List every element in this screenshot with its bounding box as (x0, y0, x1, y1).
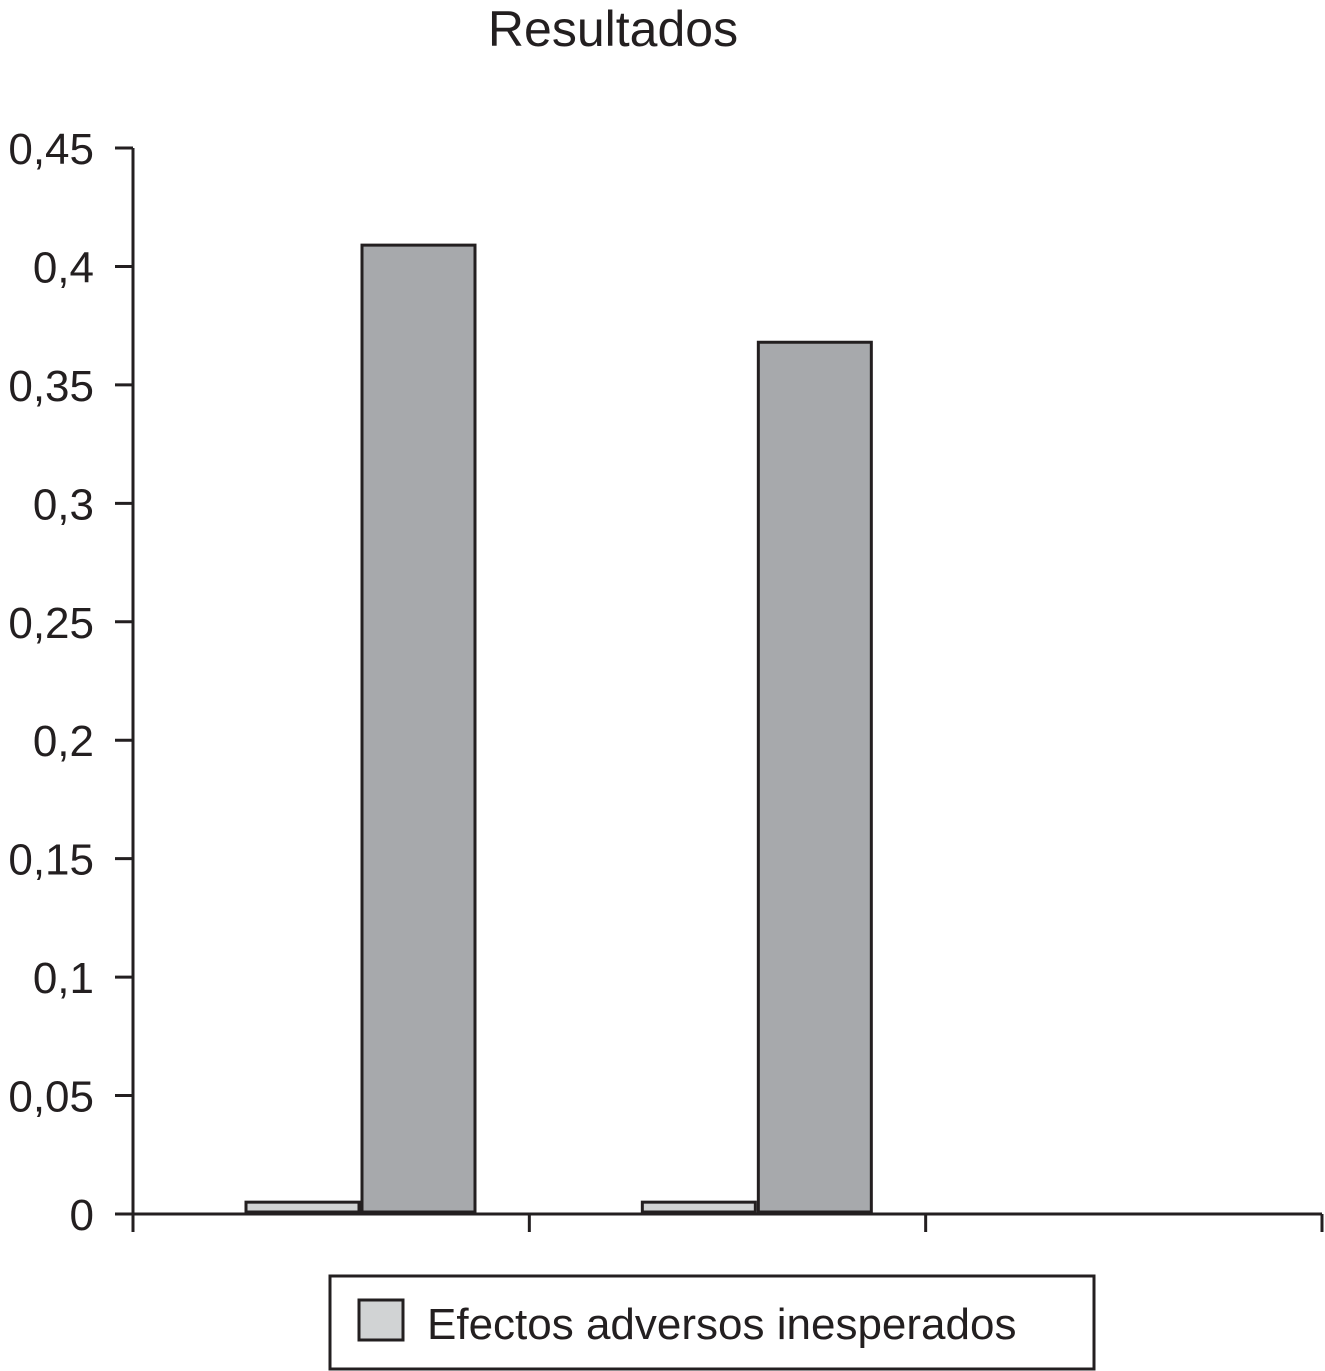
y-axis: 0 0,05 0,1 0,15 0,2 0,25 0,3 0,35 0,4 0,45 (8, 125, 135, 1240)
y-tick-label: 0,4 (33, 243, 94, 292)
legend: Efectos adversos inesperados (328, 1274, 1096, 1371)
y-tick-label: 0,3 (33, 480, 94, 529)
y-tick-label: 0 (70, 1191, 94, 1240)
y-tick-label: 0,35 (8, 362, 94, 411)
y-tick-label: 0,25 (8, 599, 94, 648)
x-axis (131, 1212, 1324, 1232)
y-tick-label: 0,2 (33, 717, 94, 766)
legend-swatch (357, 1298, 405, 1342)
legend-label: Efectos adversos inesperados (427, 1300, 1016, 1349)
bar (640, 1200, 757, 1214)
y-tick-label: 0,15 (8, 836, 94, 885)
legend-box (328, 1274, 1096, 1371)
y-tick-label: 0,05 (8, 1073, 94, 1122)
y-tick-label: 0,45 (8, 125, 94, 174)
bar (360, 243, 477, 1214)
chart-title: Resultados (488, 1, 738, 57)
bar (244, 1200, 361, 1214)
bar (756, 340, 873, 1214)
bars (244, 243, 873, 1214)
y-tick-label: 0,1 (33, 954, 94, 1003)
